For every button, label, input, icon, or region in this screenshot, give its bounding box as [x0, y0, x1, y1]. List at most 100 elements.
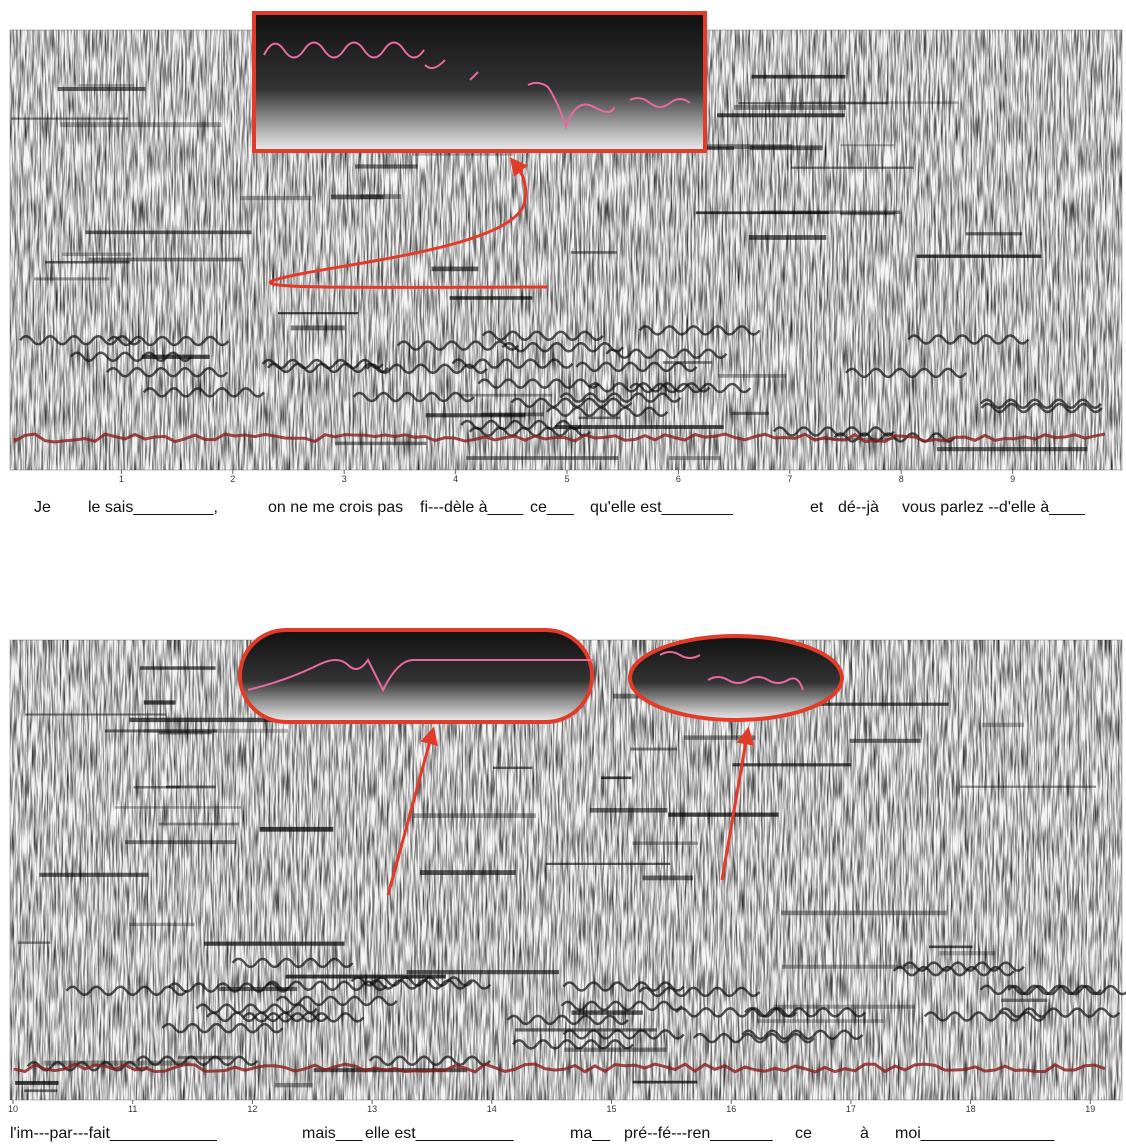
tick-label: 3 — [342, 474, 347, 484]
tick-label: 6 — [676, 474, 681, 484]
streak — [124, 840, 237, 845]
streak — [632, 841, 699, 845]
streak — [751, 74, 846, 79]
lyric: vous parlez --d'elle à____ — [902, 499, 1086, 516]
streak — [760, 210, 901, 214]
time-axes: 1 2 3 4 5 6 7 8 9Je le sais_________, on ne me cro… — [8, 470, 1095, 1142]
harmonic — [106, 367, 229, 378]
streak — [600, 776, 632, 780]
streak — [717, 113, 845, 118]
harmonic — [575, 361, 698, 373]
streak — [143, 728, 288, 733]
streak — [139, 666, 216, 670]
streak — [662, 361, 712, 364]
streak — [17, 941, 51, 944]
harmonic — [638, 325, 761, 336]
streak — [240, 195, 312, 201]
harmonic — [477, 378, 600, 389]
harmonic — [546, 406, 669, 417]
streak — [555, 425, 724, 429]
streak — [15, 1080, 59, 1085]
harmonic — [396, 340, 519, 351]
streak — [637, 144, 793, 150]
streak — [158, 822, 240, 826]
harmonic — [261, 358, 384, 370]
tick-label: 13 — [367, 1104, 377, 1114]
harmonic — [512, 1039, 635, 1050]
zoom-insets — [238, 11, 844, 896]
tick-label: 11 — [128, 1104, 137, 1114]
streak — [789, 702, 949, 706]
harmonic — [206, 1011, 329, 1023]
streak — [589, 807, 668, 813]
streak — [791, 166, 914, 169]
harmonic — [460, 419, 583, 431]
harmonic — [510, 397, 633, 408]
streak — [695, 211, 830, 215]
streak — [1001, 998, 1048, 1002]
streak — [733, 104, 847, 110]
streak — [419, 870, 516, 876]
streak — [39, 872, 149, 877]
streak — [285, 974, 446, 979]
harmonic — [845, 367, 968, 379]
streak — [630, 747, 678, 751]
harmonic — [892, 965, 1015, 977]
streak — [965, 232, 1023, 236]
harmonic — [772, 426, 895, 437]
streak — [277, 312, 359, 315]
tick-label: 7 — [787, 474, 792, 484]
streak — [849, 738, 921, 743]
tick-label: 16 — [726, 1104, 736, 1114]
streak — [960, 785, 1097, 788]
harmonic — [368, 1055, 491, 1066]
tick-label: 18 — [966, 1104, 976, 1114]
streak — [757, 1019, 884, 1023]
streak — [88, 257, 242, 262]
harmonic — [506, 1014, 629, 1026]
lyric: fi---dèle à____ — [420, 499, 524, 516]
harmonic — [741, 1029, 864, 1041]
lyric: ce — [795, 1125, 812, 1142]
harmonic — [605, 348, 728, 359]
harmonic — [902, 961, 1025, 972]
harmonic — [979, 984, 1102, 996]
harmonic — [231, 957, 354, 969]
streak — [936, 447, 1088, 452]
streak — [406, 970, 559, 975]
streak — [45, 260, 130, 264]
streak — [412, 152, 514, 156]
streak — [515, 1028, 657, 1032]
lyric: ce___ — [530, 499, 575, 516]
streak — [732, 763, 852, 767]
streak — [133, 785, 181, 789]
streak — [57, 86, 146, 92]
harmonic — [451, 358, 574, 369]
streak — [492, 766, 533, 769]
streak — [916, 254, 1042, 258]
harmonic — [481, 330, 604, 342]
streak — [334, 441, 427, 446]
streak — [449, 296, 533, 300]
harmonic — [350, 976, 473, 987]
streak — [748, 235, 827, 240]
streak — [738, 102, 888, 105]
streak — [939, 951, 996, 956]
streak — [290, 325, 345, 331]
streak — [10, 117, 129, 120]
pitch-trace — [13, 1062, 1106, 1074]
harmonic — [65, 985, 188, 996]
streak — [259, 826, 334, 832]
streak — [34, 277, 110, 281]
tick-label: 5 — [564, 474, 569, 484]
streak — [60, 122, 222, 128]
streak — [355, 164, 418, 169]
harmonic — [588, 382, 711, 393]
harmonic — [195, 1003, 318, 1014]
streak — [143, 700, 176, 705]
harmonic — [907, 334, 1030, 345]
lyric: ma__ — [570, 1125, 611, 1142]
harmonic — [369, 979, 492, 990]
streak — [780, 910, 947, 916]
streak — [564, 1047, 667, 1052]
